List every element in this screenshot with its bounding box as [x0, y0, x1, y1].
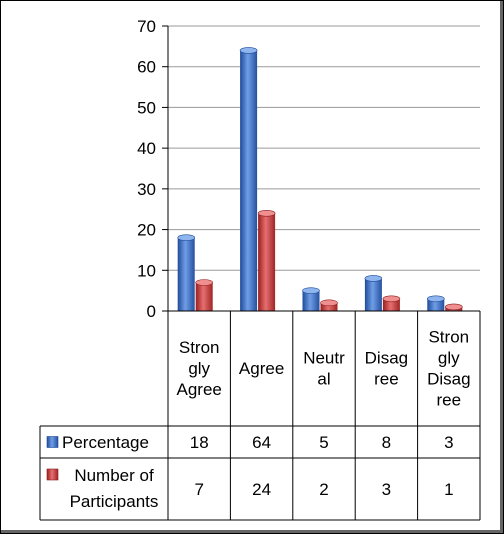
- bar-participants: [257, 209, 276, 311]
- category-label: Neutr: [303, 349, 345, 368]
- y-axis: 0 10 20 30 40 50 60 70: [137, 17, 169, 321]
- legend-label-participants: Participants: [70, 492, 159, 511]
- table-cell-percentage: 3: [444, 433, 453, 452]
- category-label: gly: [188, 359, 210, 378]
- category-label: ree: [374, 370, 399, 389]
- y-tick-label: 30: [137, 180, 156, 199]
- gridlines: [168, 25, 480, 312]
- legend-swatch-participants: [46, 468, 59, 481]
- legend-label-participants: Number of: [74, 466, 154, 485]
- category-label: Stron: [428, 328, 469, 347]
- table-cell-participants: 2: [319, 480, 328, 499]
- y-tick-label: 40: [137, 139, 156, 158]
- bar-participants: [444, 303, 463, 311]
- table-cell-percentage: 18: [190, 433, 209, 452]
- bar-percentage: [177, 234, 195, 311]
- y-tick-label: 10: [137, 261, 156, 280]
- y-tick-label: 70: [137, 17, 156, 36]
- bar-percentage: [302, 287, 320, 311]
- table-cell-participants: 3: [382, 480, 391, 499]
- category-label: ree: [437, 391, 462, 410]
- bar-percentage: [426, 295, 445, 311]
- category-label: Stron: [179, 338, 220, 357]
- category-label: al: [317, 370, 330, 389]
- category-label: Disag: [427, 370, 470, 389]
- legend-swatch-percentage: [46, 436, 59, 448]
- y-tick-label: 50: [137, 98, 156, 117]
- category-label: Agree: [239, 359, 284, 378]
- bar-participants: [320, 299, 338, 311]
- data-table: Stron gly Agree Agree Neutr al Disag ree Stron gl…: [39, 310, 481, 521]
- table-cell-participants: 7: [194, 480, 203, 499]
- y-tick-label: 0: [147, 302, 156, 321]
- y-tick-label: 20: [137, 221, 156, 240]
- table-cell-participants: 24: [252, 480, 271, 499]
- category-label: gly: [438, 349, 460, 368]
- legend-label-percentage: Percentage: [62, 433, 149, 452]
- table-cell-percentage: 8: [382, 433, 391, 452]
- y-tick-label: 60: [137, 58, 156, 77]
- table-cell-percentage: 5: [319, 433, 328, 452]
- category-label: Disag: [365, 349, 408, 368]
- bar-participants: [382, 295, 401, 311]
- table-cell-percentage: 64: [252, 433, 271, 452]
- table-cell-participants: 1: [444, 480, 453, 499]
- bars: [177, 47, 463, 312]
- bar-participants: [195, 279, 213, 311]
- bar-percentage: [239, 47, 258, 312]
- bar-percentage: [364, 275, 383, 311]
- category-label: Agree: [177, 380, 222, 399]
